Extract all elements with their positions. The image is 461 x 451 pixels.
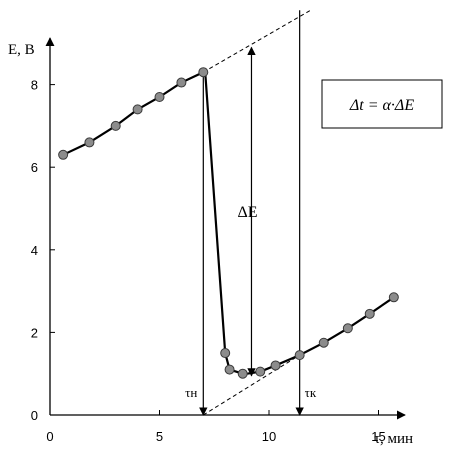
y-tick-label: 0: [31, 408, 38, 423]
data-point: [154, 91, 165, 102]
data-points: [58, 67, 399, 379]
data-point: [176, 77, 187, 88]
data-point: [364, 308, 375, 319]
x-tick-label: 0: [46, 429, 53, 444]
vertical-lines: [199, 10, 304, 416]
data-point: [132, 104, 143, 115]
y-ticks: 0 2 4 6 8: [31, 78, 55, 423]
data-point: [270, 360, 281, 371]
x-tick-label: 5: [156, 429, 163, 444]
y-tick-label: 6: [31, 160, 38, 175]
y-tick-label: 2: [31, 325, 38, 340]
x-ticks: 0 5 10 15: [46, 410, 386, 444]
extrapolation-line: [203, 354, 300, 416]
y-tick-label: 4: [31, 243, 38, 258]
data-point: [318, 337, 329, 348]
data-point: [224, 364, 235, 375]
x-tick-label: 15: [371, 429, 385, 444]
data-point: [388, 292, 399, 303]
vertical-line-label: ΔE: [237, 204, 257, 221]
y-tick-label: 8: [31, 78, 38, 93]
formula-text: Δt = α·ΔE: [349, 97, 414, 114]
data-point: [220, 348, 231, 359]
data-point: [58, 149, 69, 160]
data-point: [198, 67, 209, 78]
vertical-line-labels: τн ΔE τк: [185, 204, 317, 400]
vertical-line-label: τк: [305, 385, 317, 400]
vertical-line-label: τн: [185, 385, 197, 400]
formula-box: [321, 79, 443, 129]
data-point: [110, 120, 121, 131]
extrapolation-lines: [203, 9, 311, 416]
data-point: [84, 137, 95, 148]
data-point: [294, 350, 305, 361]
y-axis-label: E, В: [8, 42, 35, 58]
x-axis-label: τ, мин: [374, 431, 413, 447]
data-point: [237, 368, 248, 379]
data-point: [342, 323, 353, 334]
data-point: [255, 366, 266, 377]
x-tick-label: 10: [262, 429, 276, 444]
extrapolation-line: [203, 9, 311, 73]
